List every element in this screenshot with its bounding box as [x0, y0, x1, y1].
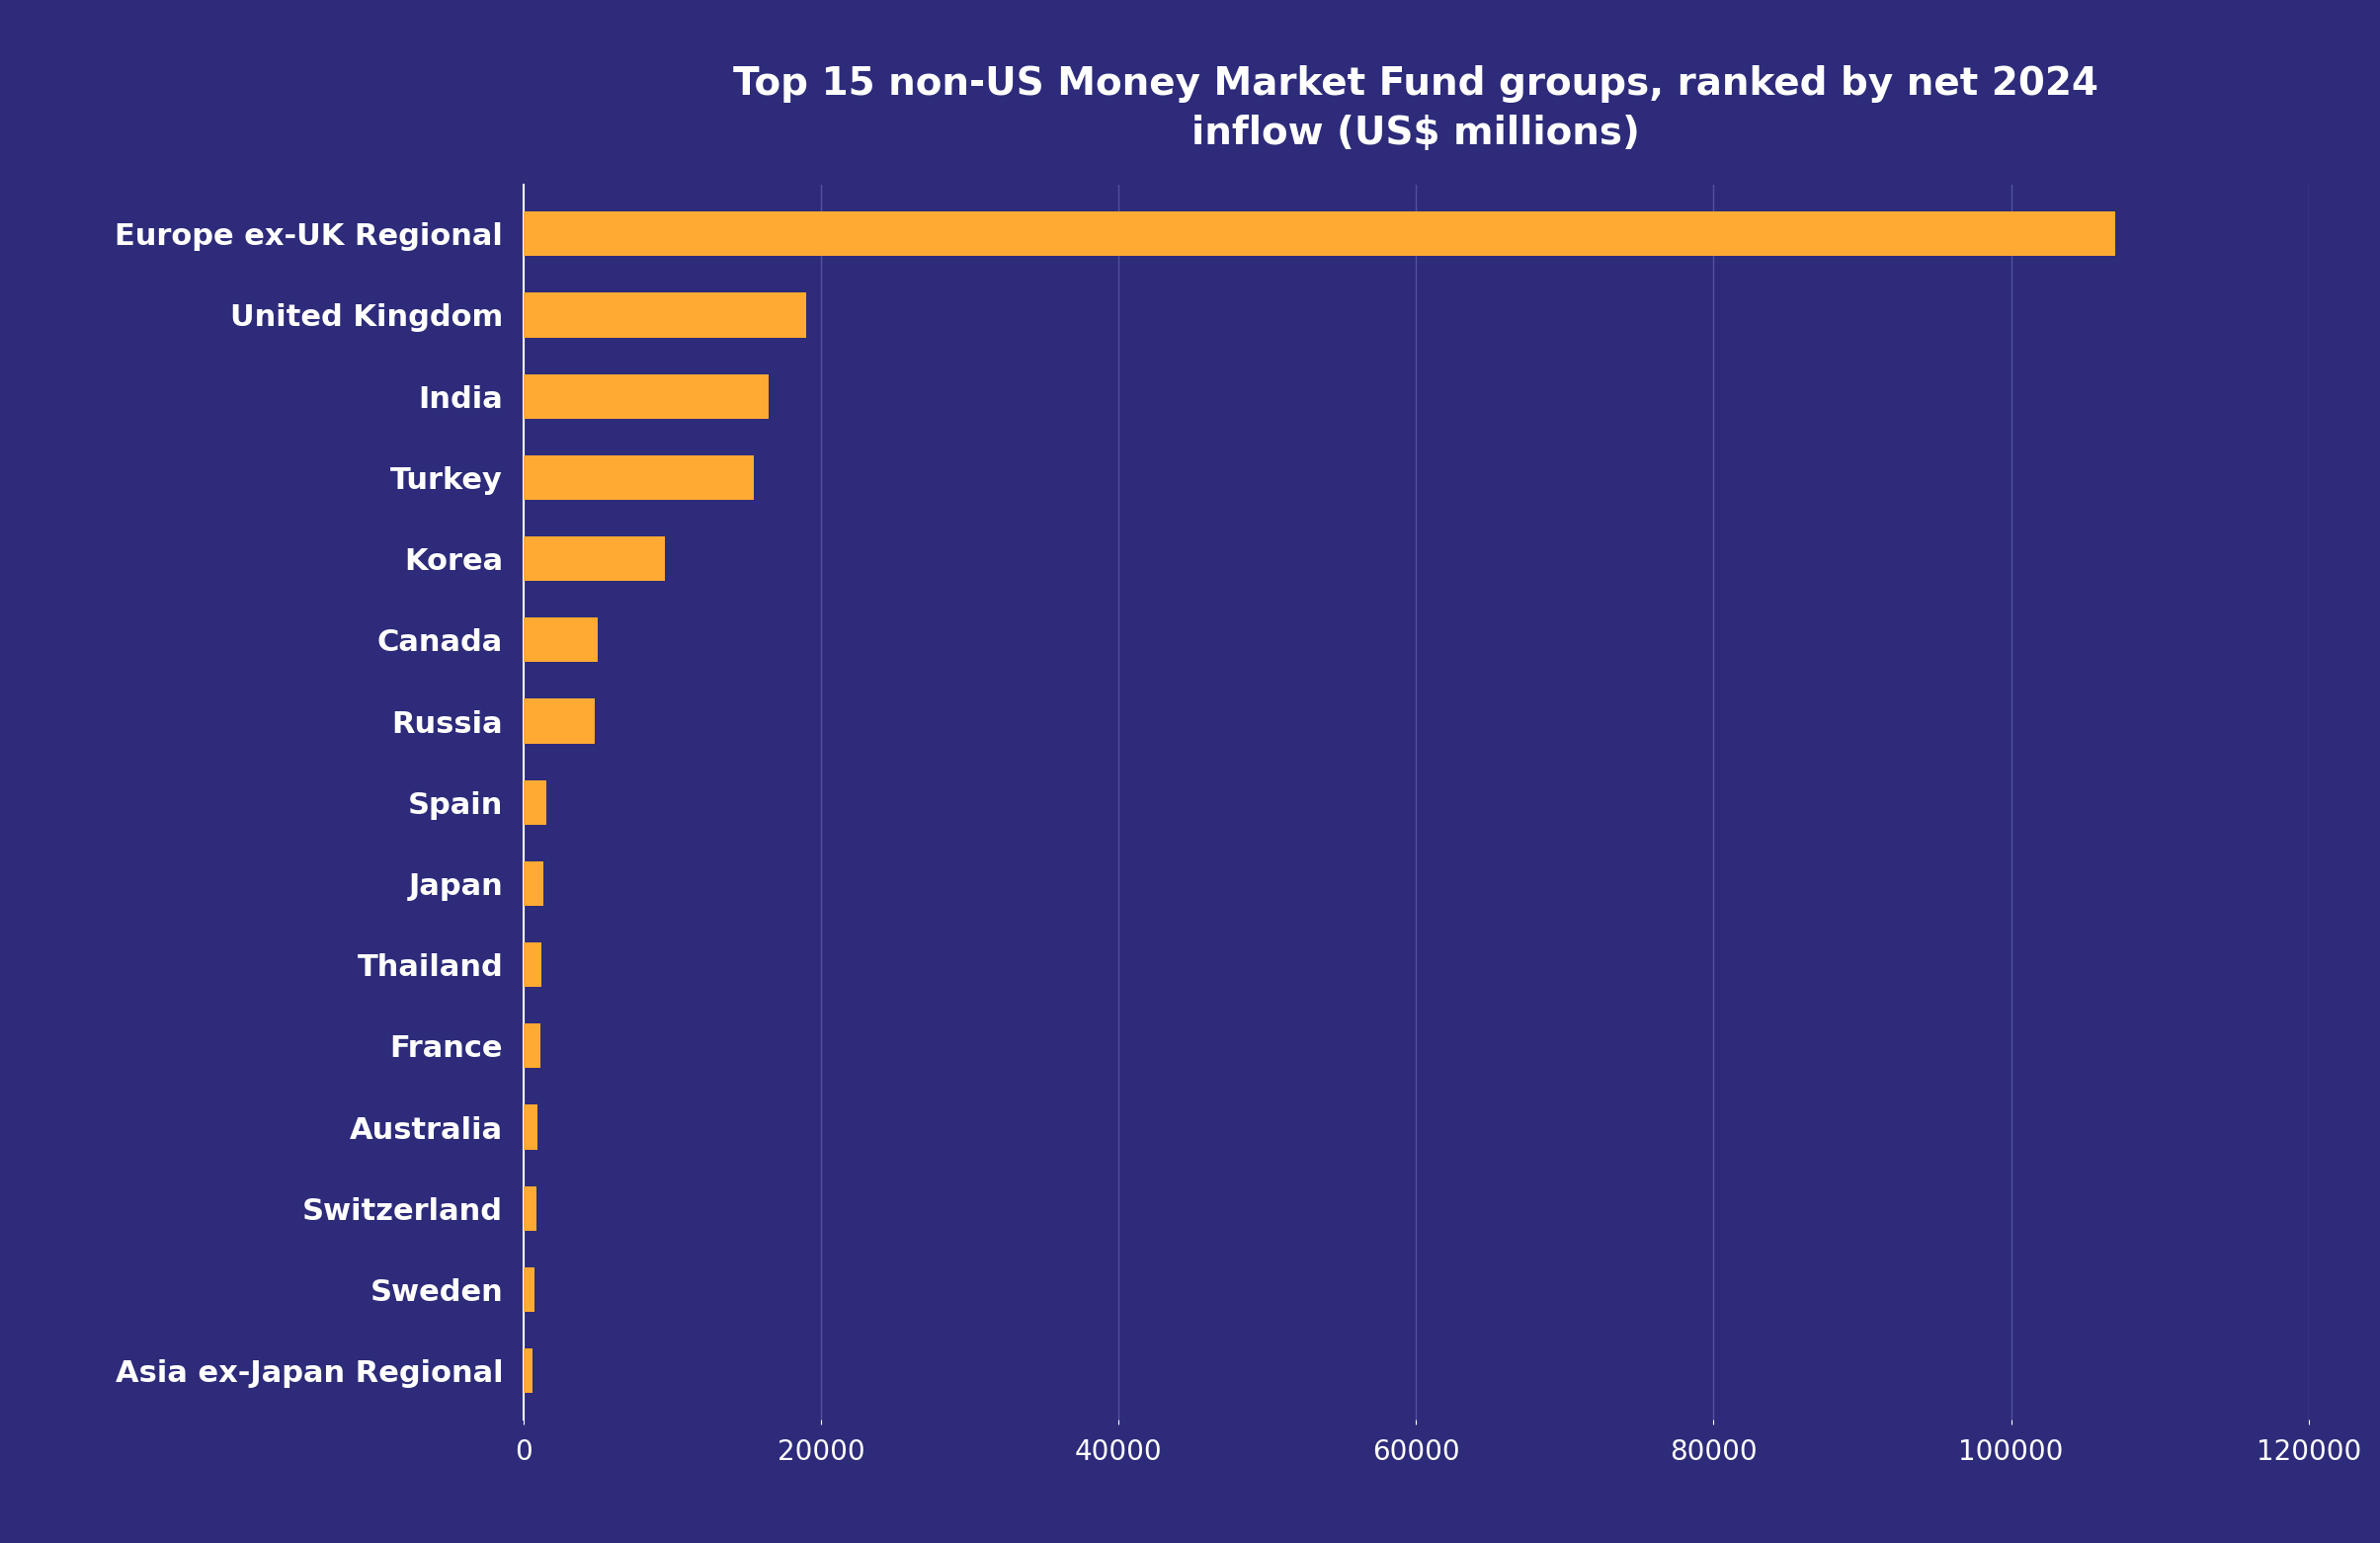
Bar: [524, 943, 543, 988]
Bar: [524, 293, 807, 338]
Bar: [524, 1267, 533, 1312]
Bar: [524, 455, 754, 500]
Title: Top 15 non-US Money Market Fund groups, ranked by net 2024
inflow (US$ millions): Top 15 non-US Money Market Fund groups, …: [733, 65, 2099, 151]
Bar: [524, 617, 597, 662]
Bar: [524, 1349, 533, 1393]
Bar: [524, 1023, 540, 1068]
Bar: [524, 781, 545, 824]
Bar: [524, 699, 595, 744]
Bar: [524, 861, 543, 906]
Bar: [524, 211, 2116, 256]
Bar: [524, 373, 769, 418]
Bar: [524, 1105, 538, 1150]
Bar: [524, 537, 664, 582]
Bar: [524, 1187, 536, 1231]
